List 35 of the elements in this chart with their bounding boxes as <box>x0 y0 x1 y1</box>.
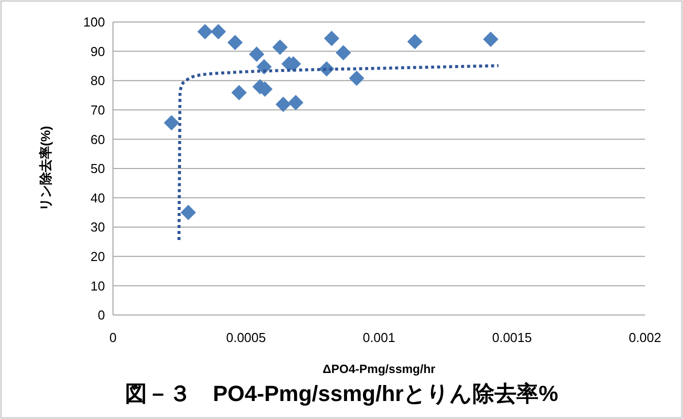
y-tick-label: 0 <box>98 308 105 323</box>
point <box>164 115 180 130</box>
x-tick-label: 0.001 <box>362 330 396 345</box>
point <box>210 24 226 40</box>
y-axis-title: リン除去率(%) <box>38 126 53 212</box>
point <box>231 84 247 100</box>
y-tick-label: 60 <box>90 132 105 147</box>
y-tick-label: 90 <box>90 44 105 59</box>
point <box>348 70 364 86</box>
y-tick-label: 10 <box>90 278 105 294</box>
x-tick-label: 0.0015 <box>492 330 532 345</box>
y-tick-label: 80 <box>90 73 105 88</box>
point <box>324 30 340 46</box>
point <box>407 34 423 50</box>
point <box>227 34 243 50</box>
point <box>336 45 352 60</box>
y-tick-label: 40 <box>90 190 105 206</box>
point <box>272 40 288 55</box>
text: 図－３ PO4-Pmg/ssmg/hrとりん除去率% <box>124 381 558 406</box>
point <box>248 46 264 62</box>
x-tick-label: 0.0005 <box>226 330 266 345</box>
x-axis-title: ΔPO4-Pmg/ssmg/hr <box>322 362 436 376</box>
y-tick-label: 70 <box>90 102 105 118</box>
x-tick-label: 0 <box>109 330 117 345</box>
y-tick-label: 30 <box>90 220 105 235</box>
point <box>276 96 291 112</box>
x-tick-label: 0.002 <box>628 330 662 345</box>
y-tick-label: 50 <box>90 161 105 176</box>
point <box>180 204 196 220</box>
point <box>256 59 272 74</box>
y-tick-label: 20 <box>90 248 105 264</box>
point <box>197 24 213 40</box>
point <box>483 32 498 47</box>
point <box>288 94 304 110</box>
y-tick-label: 100 <box>83 14 105 30</box>
